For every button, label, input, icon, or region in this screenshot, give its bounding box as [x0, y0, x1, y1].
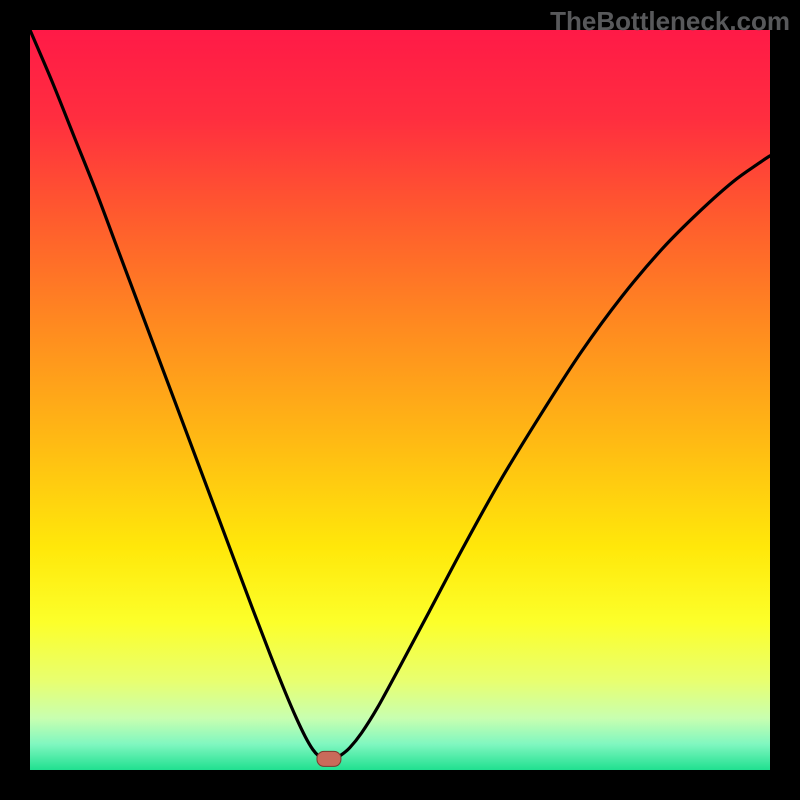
watermark-text: TheBottleneck.com [550, 6, 790, 37]
chart-canvas: TheBottleneck.com [0, 0, 800, 800]
plot-area [30, 30, 770, 770]
